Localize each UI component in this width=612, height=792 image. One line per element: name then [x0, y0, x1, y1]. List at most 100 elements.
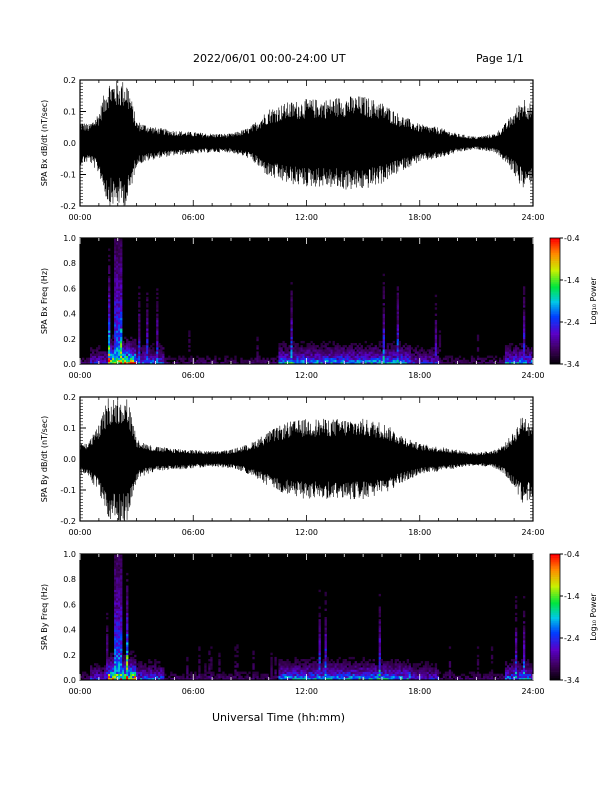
- colorbar-segment: [550, 591, 560, 595]
- spectrogram-cell: [308, 667, 311, 670]
- spectrogram-cell: [120, 558, 123, 561]
- spectrogram-cell: [364, 667, 367, 670]
- spectrogram-cell: [384, 673, 387, 677]
- spectrogram-cell: [114, 250, 117, 253]
- spectrogram-cell: [234, 654, 237, 658]
- spectrogram-cell: [472, 677, 476, 681]
- spectrogram-cell: [116, 361, 119, 365]
- spectrogram-cell: [326, 347, 329, 350]
- spectrogram-cell: [296, 667, 299, 670]
- spectrogram-cell: [330, 677, 333, 681]
- spectrogram-cell: [420, 355, 424, 358]
- spectrogram-cell: [130, 677, 133, 681]
- spectrogram-cell: [278, 353, 281, 356]
- spectrogram-cell: [398, 667, 402, 670]
- spectrogram-cell: [392, 669, 395, 672]
- colorbar-segment: [550, 669, 560, 672]
- spectrogram-cell: [376, 353, 379, 356]
- spectrogram-cell: [506, 347, 510, 350]
- spectrogram-cell: [410, 347, 414, 350]
- colorbar-segment: [550, 619, 560, 622]
- trace-1: [79, 80, 534, 206]
- spectrogram-cell: [118, 572, 121, 576]
- spectrogram-cell: [368, 667, 371, 670]
- spectrogram-cell: [504, 355, 508, 358]
- spectrogram-cell: [392, 675, 395, 679]
- spectrogram-cell: [128, 353, 131, 356]
- spectrogram-cell: [524, 671, 528, 674]
- spectrogram-cell: [186, 669, 189, 672]
- spectrogram-cell: [410, 361, 414, 365]
- spectrogram-cell: [328, 661, 331, 664]
- spectrogram-cell: [242, 671, 245, 674]
- spectrogram-cell: [354, 343, 357, 346]
- spectrogram-cell: [168, 355, 171, 358]
- spectrogram-cell: [132, 656, 135, 660]
- spectrogram-cell: [290, 315, 293, 319]
- spectrogram-cell: [436, 669, 440, 672]
- spectrogram-cell: [114, 263, 117, 266]
- panel-4: [79, 553, 563, 681]
- spectrogram-cell: [94, 671, 97, 674]
- spectrogram-cell: [118, 330, 121, 333]
- colorbar-segment: [550, 631, 560, 635]
- spectrogram-cell: [368, 671, 371, 674]
- spectrogram-cell: [146, 298, 149, 302]
- spectrogram-cell: [218, 669, 221, 672]
- spectrogram-cell: [128, 652, 131, 656]
- spectrogram-cell: [470, 361, 474, 365]
- spectrogram-cell: [96, 347, 99, 350]
- spectrogram-cell: [324, 652, 327, 656]
- spectrogram-cell: [220, 673, 223, 677]
- spectrogram-cell: [108, 669, 111, 672]
- spectrogram-cell: [210, 675, 213, 679]
- spectrogram-cell: [364, 669, 367, 672]
- spectrogram-cell: [326, 673, 329, 677]
- spectrogram-cell: [404, 667, 408, 670]
- spectrogram-cell: [302, 340, 305, 344]
- spectrogram-cell: [114, 242, 117, 245]
- spectrogram-cell: [82, 675, 85, 679]
- spectrogram-cell: [258, 359, 261, 363]
- spectrogram-cell: [402, 349, 406, 352]
- spectrogram-cell: [404, 347, 408, 350]
- colorbar-segment: [550, 654, 560, 658]
- spectrogram-cell: [92, 359, 95, 363]
- spectrogram-cell: [504, 353, 508, 356]
- spectrogram-cell: [396, 663, 400, 666]
- colorbar-segment: [550, 648, 560, 651]
- spectrogram-cell: [92, 673, 95, 677]
- spectrogram-cell: [208, 652, 211, 656]
- spectrogram-cell: [108, 248, 111, 251]
- spectrogram-cell: [280, 353, 283, 356]
- spectrogram-cell: [120, 267, 123, 270]
- spectrogram-cell: [514, 673, 518, 677]
- spectrogram-cell: [522, 359, 526, 363]
- spectrogram-cell: [332, 663, 335, 666]
- spectrogram-cell: [396, 671, 400, 674]
- colorbar-4: [549, 553, 561, 681]
- spectrogram-cell: [110, 667, 113, 670]
- spectrogram-cell: [436, 351, 440, 354]
- spectrogram-cell: [390, 343, 393, 346]
- spectrogram-cell: [362, 673, 365, 677]
- spectrogram-cell: [154, 659, 157, 662]
- spectrogram-cell: [136, 347, 139, 350]
- colorbar-segment: [550, 317, 560, 321]
- spectrogram-cell: [132, 347, 135, 350]
- spectrogram-cell: [342, 667, 345, 670]
- spectrogram-cell: [346, 357, 349, 361]
- spectrogram-cell: [120, 298, 123, 302]
- spectrogram-cell: [108, 267, 111, 270]
- spectrogram-cell: [122, 347, 125, 350]
- colorbar-segment: [550, 254, 560, 258]
- spectrogram-cell: [280, 349, 283, 352]
- spectrogram-cell: [422, 349, 426, 352]
- spectrogram-cell: [236, 671, 239, 674]
- spectrogram-cell: [494, 355, 498, 358]
- spectrogram-cell: [116, 598, 119, 601]
- spectrogram-cell: [300, 361, 303, 365]
- spectrogram-cell: [126, 359, 129, 363]
- spectrogram-cell: [120, 332, 123, 335]
- spectrogram-cell: [360, 347, 363, 350]
